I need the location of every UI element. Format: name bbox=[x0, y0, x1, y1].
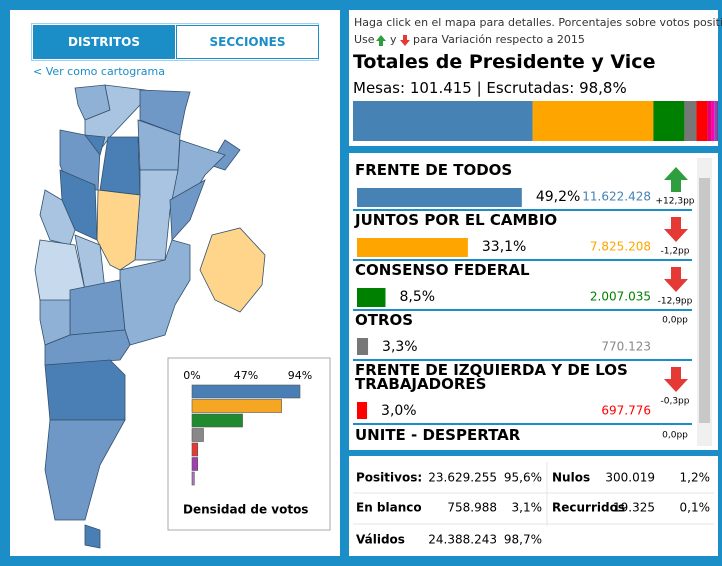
party-share: 3,0% bbox=[381, 403, 417, 419]
stack-rest bbox=[716, 101, 718, 141]
stack-segment bbox=[653, 101, 685, 141]
party-share: 8,5% bbox=[399, 289, 435, 305]
province[interactable] bbox=[84, 134, 106, 156]
stack-segment-other bbox=[707, 101, 712, 141]
party-name: JUNTOS POR EL CAMBIO bbox=[355, 211, 558, 229]
hint: y bbox=[390, 33, 397, 46]
down-arrow bbox=[664, 367, 688, 392]
summary-label: Válidos bbox=[356, 533, 405, 547]
province[interactable] bbox=[44, 419, 126, 521]
density-bar bbox=[191, 442, 199, 457]
party-bar bbox=[357, 288, 386, 307]
party-name: FRENTE DE IZQUIERDA Y DE LOS TRABAJADORE… bbox=[355, 361, 628, 393]
summary-label: Recurridos bbox=[552, 501, 625, 515]
legend-title: Densidad de votos bbox=[183, 503, 308, 517]
down-arrow-icon bbox=[400, 35, 410, 46]
summary-pct: 0,1% bbox=[680, 501, 711, 515]
province[interactable] bbox=[69, 279, 126, 336]
stack-segment-other bbox=[711, 101, 715, 141]
header-subtitle: Mesas: 101.415 | Escrutadas: 98,8% bbox=[353, 79, 627, 97]
density-bar bbox=[191, 471, 195, 486]
party-change: 0,0pp bbox=[662, 316, 688, 326]
party-name: FRENTE DE TODOS bbox=[355, 161, 513, 179]
up-arrow-icon bbox=[376, 35, 386, 46]
tab-secciones[interactable]: SECCIONES bbox=[176, 25, 319, 59]
party-change: -0,3pp bbox=[661, 397, 690, 407]
summary-votes: 300.019 bbox=[605, 471, 655, 485]
province[interactable] bbox=[199, 227, 266, 313]
down-arrow bbox=[664, 267, 688, 292]
stack-segment-other bbox=[714, 101, 717, 141]
party-change: 0,0pp bbox=[662, 431, 688, 441]
party-votes: 2.007.035 bbox=[590, 290, 651, 304]
party-bar bbox=[357, 338, 369, 355]
province[interactable] bbox=[59, 169, 98, 241]
scroll-thumb[interactable] bbox=[699, 178, 710, 423]
party-share: 33,1% bbox=[482, 239, 526, 255]
party-votes: 11.622.428 bbox=[582, 190, 651, 204]
party-bar bbox=[357, 402, 368, 419]
province[interactable] bbox=[99, 136, 141, 196]
stack-segment bbox=[353, 101, 533, 141]
stack-segment bbox=[684, 101, 697, 141]
province[interactable] bbox=[169, 179, 206, 241]
stack-segment bbox=[696, 101, 708, 141]
party-votes: 697.776 bbox=[601, 404, 651, 418]
province[interactable] bbox=[139, 89, 191, 136]
density-bar bbox=[191, 428, 204, 442]
summary-label: En blanco bbox=[356, 501, 422, 515]
party-votes: 770.123 bbox=[601, 340, 651, 354]
hint: Use bbox=[354, 33, 375, 46]
province[interactable] bbox=[84, 524, 101, 549]
hint: Haga click en el mapa para detalles. Por… bbox=[354, 16, 722, 29]
legend-tick-label: 0% bbox=[183, 369, 200, 382]
party-bar bbox=[357, 238, 468, 257]
party-votes: 7.825.208 bbox=[590, 240, 651, 254]
summary-pct: 98,7% bbox=[504, 533, 542, 547]
density-bar bbox=[191, 413, 243, 428]
summary-pct: 3,1% bbox=[512, 501, 543, 515]
party-change: +12,3pp bbox=[655, 197, 694, 207]
summary-label: Positivos: bbox=[356, 471, 422, 485]
summary-votes: 758.988 bbox=[447, 501, 497, 515]
summary-pct: 95,6% bbox=[504, 471, 542, 485]
party-share: 49,2% bbox=[536, 189, 580, 205]
hint: para Variación respecto a 2015 bbox=[413, 33, 585, 46]
party-name: CONSENSO FEDERAL bbox=[355, 261, 530, 279]
legend-tick-label: 47% bbox=[234, 369, 258, 382]
summary-pct: 1,2% bbox=[680, 471, 711, 485]
party-change: -1,2pp bbox=[661, 247, 690, 257]
density-bar bbox=[191, 384, 301, 399]
party-bar bbox=[357, 188, 522, 207]
header-title: Totales de Presidente y Vice bbox=[353, 51, 656, 73]
party-name: UNITE - DESPERTAR bbox=[355, 426, 521, 444]
summary-label: Nulos bbox=[552, 471, 590, 485]
up-arrow bbox=[664, 167, 688, 192]
province[interactable] bbox=[119, 239, 191, 346]
party-name: OTROS bbox=[355, 311, 414, 329]
party-change: -12,9pp bbox=[658, 297, 693, 307]
down-arrow bbox=[664, 217, 688, 242]
province[interactable] bbox=[96, 189, 141, 271]
density-bar bbox=[191, 399, 282, 413]
summary-votes: 19.325 bbox=[613, 501, 655, 515]
tab-distritos[interactable]: DISTRITOS bbox=[33, 25, 175, 59]
density-bar bbox=[191, 457, 199, 471]
back-link[interactable]: < Ver como cartograma bbox=[33, 65, 165, 78]
summary-votes: 23.629.255 bbox=[428, 471, 497, 485]
stack-segment bbox=[532, 101, 654, 141]
summary-panel bbox=[349, 456, 718, 556]
province[interactable] bbox=[44, 359, 126, 421]
summary-votes: 24.388.243 bbox=[428, 533, 497, 547]
legend-tick-label: 94% bbox=[288, 369, 312, 382]
party-share: 3,3% bbox=[382, 339, 418, 355]
